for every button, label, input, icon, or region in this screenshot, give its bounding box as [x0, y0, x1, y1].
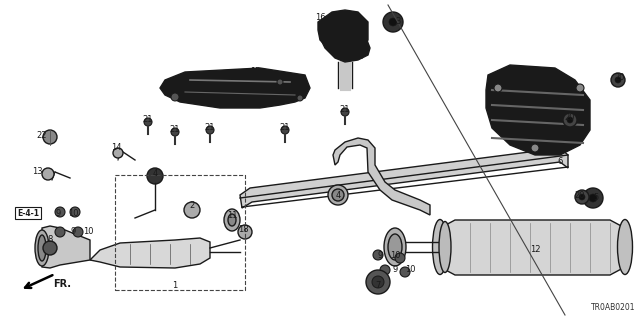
Polygon shape: [240, 148, 568, 208]
Circle shape: [494, 84, 502, 92]
Circle shape: [43, 241, 57, 255]
Text: 21: 21: [170, 125, 180, 134]
Polygon shape: [90, 238, 210, 268]
Polygon shape: [486, 65, 590, 155]
Text: 4: 4: [152, 169, 157, 178]
Text: 21: 21: [143, 116, 153, 124]
Circle shape: [389, 18, 397, 26]
Circle shape: [147, 168, 163, 184]
Circle shape: [43, 130, 57, 144]
Text: 3: 3: [396, 18, 401, 27]
Text: 15: 15: [250, 68, 260, 76]
Text: 9: 9: [56, 209, 61, 218]
Circle shape: [583, 188, 603, 208]
Circle shape: [575, 190, 589, 204]
Text: 10: 10: [390, 251, 400, 260]
Circle shape: [380, 265, 390, 275]
Ellipse shape: [224, 209, 240, 231]
Text: 14: 14: [111, 143, 121, 153]
Text: 21: 21: [280, 124, 291, 132]
Text: 20: 20: [615, 74, 625, 83]
Circle shape: [42, 168, 54, 180]
Text: 19: 19: [342, 51, 352, 60]
Circle shape: [615, 77, 621, 83]
Polygon shape: [333, 138, 430, 215]
Circle shape: [73, 227, 83, 237]
Circle shape: [70, 207, 80, 217]
Ellipse shape: [388, 234, 402, 260]
Ellipse shape: [439, 221, 451, 273]
Text: 10: 10: [404, 266, 415, 275]
Circle shape: [206, 126, 214, 134]
Text: 10: 10: [68, 209, 78, 218]
Text: 20: 20: [564, 114, 575, 123]
Text: 2: 2: [189, 202, 195, 211]
Text: 7: 7: [375, 281, 381, 290]
Text: 13: 13: [32, 167, 42, 177]
Circle shape: [341, 108, 349, 116]
Ellipse shape: [38, 235, 46, 261]
Circle shape: [281, 126, 289, 134]
Circle shape: [238, 225, 252, 239]
Circle shape: [55, 207, 65, 217]
Ellipse shape: [328, 185, 348, 205]
Polygon shape: [318, 10, 368, 55]
Text: 17: 17: [505, 74, 515, 83]
Ellipse shape: [35, 230, 49, 266]
Text: TR0AB0201: TR0AB0201: [591, 303, 635, 312]
Circle shape: [372, 276, 384, 288]
Text: E-4-1: E-4-1: [17, 209, 39, 218]
Text: 9: 9: [392, 266, 397, 275]
Circle shape: [579, 194, 585, 200]
Circle shape: [184, 202, 200, 218]
Text: 21: 21: [340, 106, 350, 115]
Circle shape: [383, 12, 403, 32]
Polygon shape: [42, 226, 90, 268]
Text: 1: 1: [172, 281, 178, 290]
Circle shape: [297, 95, 303, 101]
Polygon shape: [320, 25, 370, 62]
Circle shape: [55, 227, 65, 237]
Circle shape: [366, 270, 390, 294]
Ellipse shape: [618, 220, 632, 275]
Ellipse shape: [384, 228, 406, 266]
Circle shape: [400, 267, 410, 277]
Text: 8: 8: [47, 236, 52, 244]
Polygon shape: [160, 68, 310, 108]
Circle shape: [589, 194, 597, 202]
Circle shape: [171, 128, 179, 136]
Text: 12: 12: [530, 245, 540, 254]
Ellipse shape: [228, 214, 236, 226]
Text: 5: 5: [593, 194, 598, 203]
Text: FR.: FR.: [53, 279, 71, 289]
Text: 10: 10: [83, 228, 93, 236]
Polygon shape: [440, 220, 625, 275]
Text: 21: 21: [205, 124, 215, 132]
Text: 9: 9: [378, 251, 383, 260]
Ellipse shape: [332, 189, 344, 201]
Circle shape: [113, 148, 123, 158]
Circle shape: [277, 79, 283, 85]
Circle shape: [395, 253, 405, 263]
Circle shape: [563, 113, 577, 127]
Text: 11: 11: [227, 211, 237, 220]
Circle shape: [171, 93, 179, 101]
Circle shape: [144, 118, 152, 126]
Text: 22: 22: [36, 131, 47, 140]
Circle shape: [531, 144, 539, 152]
Text: 9: 9: [70, 228, 76, 236]
Circle shape: [611, 73, 625, 87]
Ellipse shape: [433, 220, 447, 275]
Circle shape: [567, 117, 573, 123]
Circle shape: [373, 250, 383, 260]
Text: 4: 4: [335, 190, 340, 199]
Text: 6: 6: [557, 157, 563, 166]
Text: 20: 20: [575, 190, 585, 199]
Text: 16: 16: [315, 13, 325, 22]
Text: 18: 18: [237, 226, 248, 235]
Circle shape: [576, 84, 584, 92]
